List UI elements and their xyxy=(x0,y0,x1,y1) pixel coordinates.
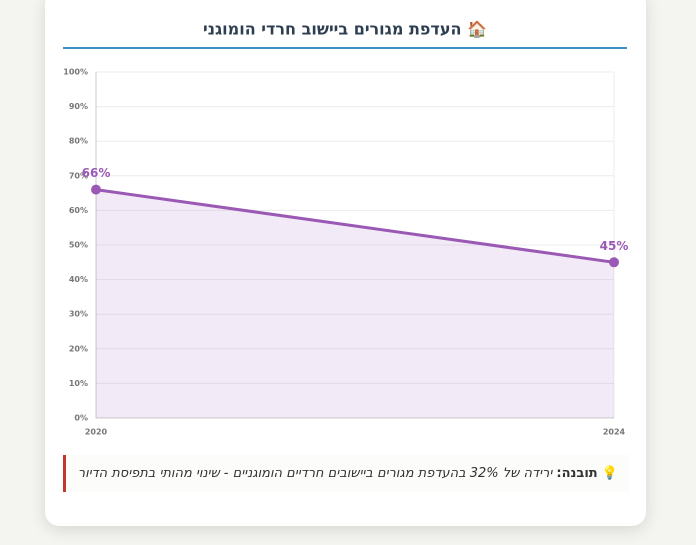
y-tick-label: 40% xyxy=(69,275,88,284)
y-tick-label: 80% xyxy=(69,137,88,146)
data-label: 45% xyxy=(600,239,629,253)
data-label: 66% xyxy=(82,166,111,180)
y-tick-label: 90% xyxy=(69,102,88,111)
y-tick-label: 10% xyxy=(69,379,88,388)
x-tick-label: 2020 xyxy=(85,428,108,437)
x-tick-label: 2024 xyxy=(603,428,626,437)
insight-label: תובנה: xyxy=(556,466,598,481)
card xyxy=(45,0,646,526)
y-tick-label: 50% xyxy=(69,241,88,250)
insight: 💡 תובנה: ירידה של 32% בהעדפת מגורים בייש… xyxy=(63,455,630,492)
y-tick-label: 100% xyxy=(63,68,88,77)
chart-title: 🏠 העדפת מגורים ביישוב חרדי הומוגני xyxy=(203,20,487,39)
area xyxy=(96,189,614,418)
point xyxy=(609,257,619,268)
point xyxy=(91,184,101,195)
y-tick-label: 70% xyxy=(69,171,88,180)
line xyxy=(95,188,615,264)
insight-text: ירידה של 32% בהעדפת מגורים ביישובים חרדי… xyxy=(77,466,553,481)
y-tick-label: 30% xyxy=(69,310,88,319)
y-tick-label: 60% xyxy=(69,206,88,215)
insight-icon: 💡 xyxy=(601,466,618,481)
y-tick-label: 0% xyxy=(74,414,88,423)
y-tick-label: 20% xyxy=(69,344,88,353)
